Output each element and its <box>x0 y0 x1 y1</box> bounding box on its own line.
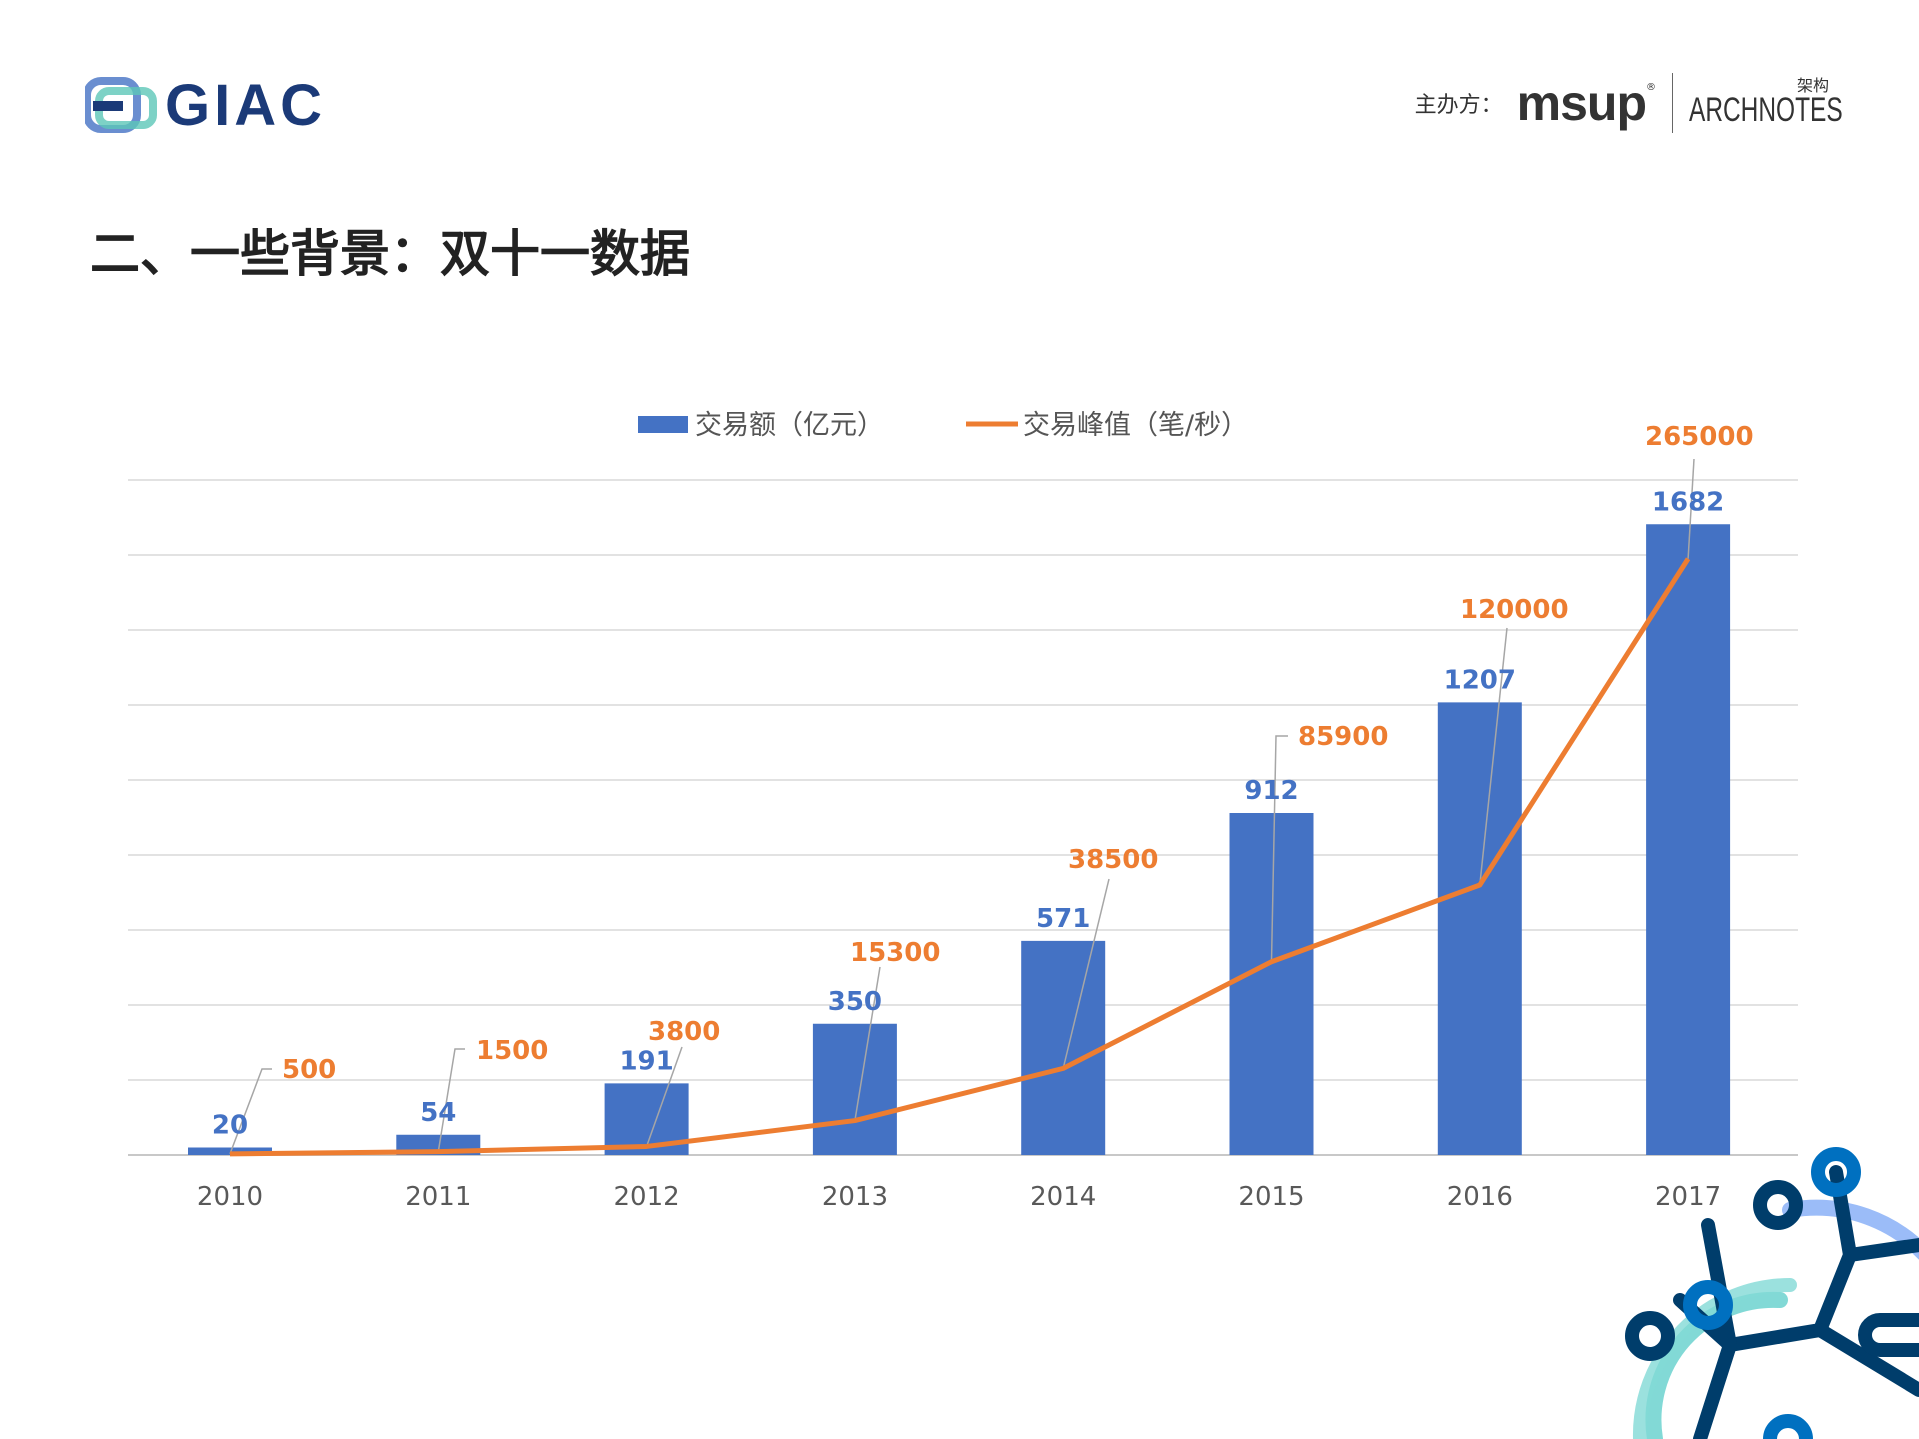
bar-data-label: 571 <box>1036 904 1090 934</box>
sponsor-divider <box>1672 73 1673 133</box>
bar-data-label: 54 <box>420 1098 456 1128</box>
sponsor-label: 主办方： <box>1414 93 1503 118</box>
giac-logo-mark-icon <box>85 76 157 133</box>
x-tick-label: 2017 <box>1655 1182 1721 1212</box>
bar-data-label: 350 <box>828 987 882 1017</box>
line-series-peak <box>229 557 1691 1157</box>
leader-line <box>1270 735 1288 962</box>
bar <box>1021 940 1106 1155</box>
bar <box>1646 524 1731 1155</box>
leader-line <box>854 966 881 1121</box>
leader-line <box>1687 458 1695 559</box>
line-data-label: 265000 <box>1645 422 1754 452</box>
line-data-label: 38500 <box>1068 845 1158 875</box>
line-data-label: 15300 <box>850 938 940 968</box>
leader-line <box>1479 627 1508 886</box>
line-data-label: 120000 <box>1460 595 1569 625</box>
bar-data-label: 191 <box>619 1046 673 1076</box>
leader-line <box>437 1048 465 1152</box>
bar-data-label: 1207 <box>1444 665 1516 695</box>
x-tick-label: 2010 <box>197 1182 263 1212</box>
line-data-label: 85900 <box>1298 722 1388 752</box>
leader-line <box>645 1046 683 1147</box>
bar-data-label: 1682 <box>1652 487 1724 517</box>
bar-data-label: 912 <box>1244 776 1298 806</box>
legend: 交易额（亿元） 交易峰值（笔/秒） <box>638 410 1248 441</box>
line-data-label: 3800 <box>648 1017 720 1047</box>
decoration-network-icon <box>1625 1147 1919 1439</box>
msup-logo: msup <box>1516 75 1647 131</box>
bar <box>812 1023 897 1155</box>
giac-logo-text: GIAC <box>165 73 326 138</box>
x-tick-label: 2014 <box>1030 1182 1096 1212</box>
x-tick-label: 2015 <box>1238 1182 1304 1212</box>
sponsor-area: 主办方： msup ® ARCHNOTES 架构 <box>1414 72 1843 134</box>
bar-data-label: 20 <box>212 1111 248 1141</box>
legend-swatch-bar <box>638 416 688 433</box>
bar <box>1437 702 1522 1155</box>
leader-line <box>229 1068 272 1155</box>
line-data-label: 1500 <box>476 1036 548 1066</box>
giac-logo: GIAC <box>85 72 326 139</box>
leader-line <box>1062 878 1110 1069</box>
x-tick-label: 2011 <box>405 1182 471 1212</box>
line-data-label: 500 <box>282 1055 336 1085</box>
page-title: 二、一些背景：双十一数据 <box>90 225 690 283</box>
legend-label-bar: 交易额（亿元） <box>695 410 884 441</box>
bar <box>1229 813 1314 1155</box>
archnotes-cn-logo: 架构 <box>1796 76 1829 95</box>
x-tick-label: 2016 <box>1447 1182 1513 1212</box>
bar <box>188 1147 272 1155</box>
x-tick-label: 2013 <box>822 1182 888 1212</box>
registered-mark: ® <box>1646 82 1656 93</box>
legend-label-line: 交易峰值（笔/秒） <box>1023 410 1248 441</box>
x-tick-label: 2012 <box>614 1182 680 1212</box>
